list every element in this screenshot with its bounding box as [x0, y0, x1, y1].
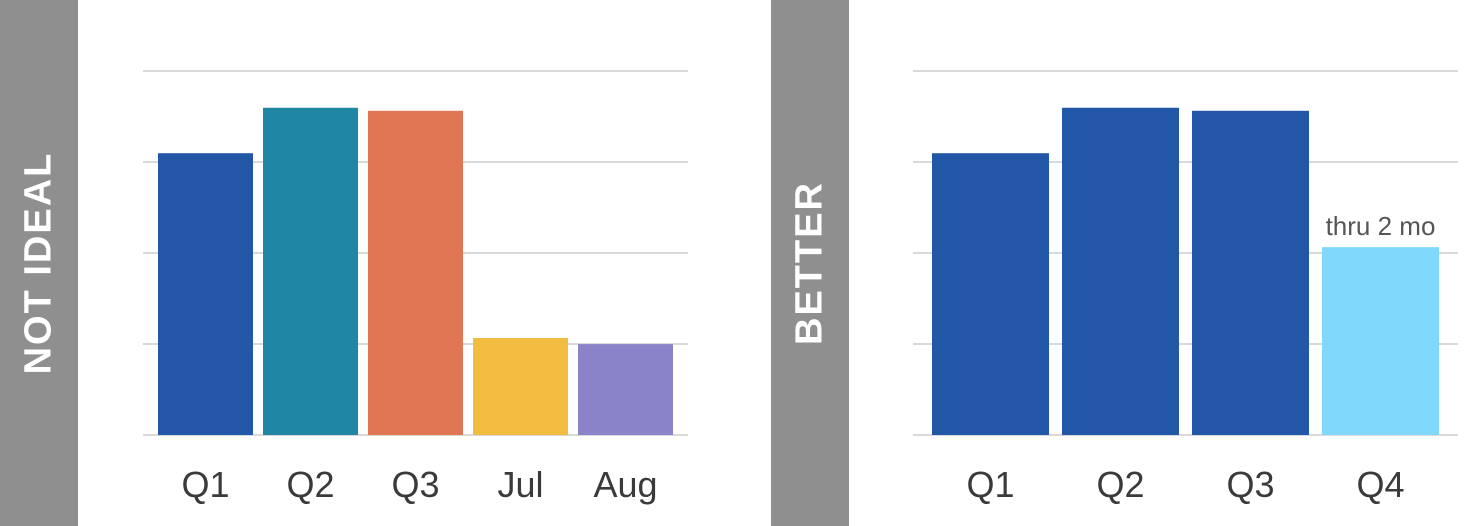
bar-q3 [1192, 110, 1309, 435]
bar-q2 [1062, 107, 1179, 435]
bar-annotation: thru 2 mo [1326, 211, 1436, 241]
bar-jul [473, 338, 568, 435]
bar-q4 [1322, 247, 1439, 435]
tick-label-q2: Q2 [286, 464, 334, 505]
better-chart: Q1 Q2 Q3 Q4 thru 2 mo [913, 70, 1458, 505]
tick-label-q4: Q4 [1356, 464, 1404, 505]
tick-label-q3: Q3 [1226, 464, 1274, 505]
bar-q2 [263, 107, 358, 435]
left-side-panel: NOT IDEAL [0, 0, 78, 526]
bar-q1 [932, 153, 1049, 435]
tick-label-q2: Q2 [1096, 464, 1144, 505]
tick-label-q1: Q1 [966, 464, 1014, 505]
tick-label-q1: Q1 [181, 464, 229, 505]
bar-q3 [368, 110, 463, 435]
right-side-panel: BETTER [771, 0, 849, 526]
not-ideal-chart: Q1 Q2 Q3 Jul Aug [143, 70, 688, 505]
tick-label-q3: Q3 [391, 464, 439, 505]
bar-q1 [158, 153, 253, 435]
bar-aug [578, 344, 673, 435]
tick-label-jul: Jul [497, 464, 543, 505]
tick-label-aug: Aug [593, 464, 657, 505]
